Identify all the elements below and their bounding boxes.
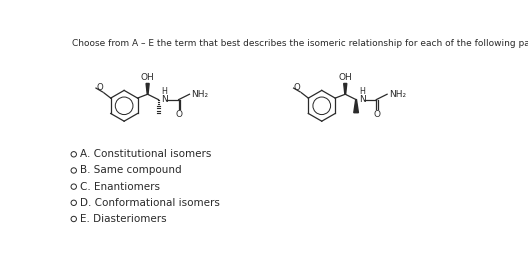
Text: N: N: [162, 95, 168, 104]
Polygon shape: [354, 100, 359, 113]
Text: O: O: [176, 110, 183, 119]
Text: Choose from A – E the term that best describes the isomeric relationship for eac: Choose from A – E the term that best des…: [72, 39, 528, 48]
Text: D. Conformational isomers: D. Conformational isomers: [80, 198, 220, 208]
Polygon shape: [344, 84, 347, 94]
Polygon shape: [146, 84, 149, 94]
Text: OH: OH: [141, 73, 155, 82]
Text: N: N: [359, 95, 366, 104]
Text: H: H: [162, 87, 167, 96]
Text: O: O: [96, 83, 103, 92]
Text: C. Enantiomers: C. Enantiomers: [80, 182, 160, 192]
Text: O: O: [373, 110, 381, 119]
Text: B. Same compound: B. Same compound: [80, 165, 182, 175]
Text: NH₂: NH₂: [389, 90, 406, 99]
Text: NH₂: NH₂: [191, 90, 208, 99]
Text: E. Diasteriomers: E. Diasteriomers: [80, 214, 166, 224]
Text: OH: OH: [338, 73, 352, 82]
Text: O: O: [294, 83, 300, 92]
Text: A. Constitutional isomers: A. Constitutional isomers: [80, 149, 211, 159]
Text: H: H: [359, 87, 365, 96]
